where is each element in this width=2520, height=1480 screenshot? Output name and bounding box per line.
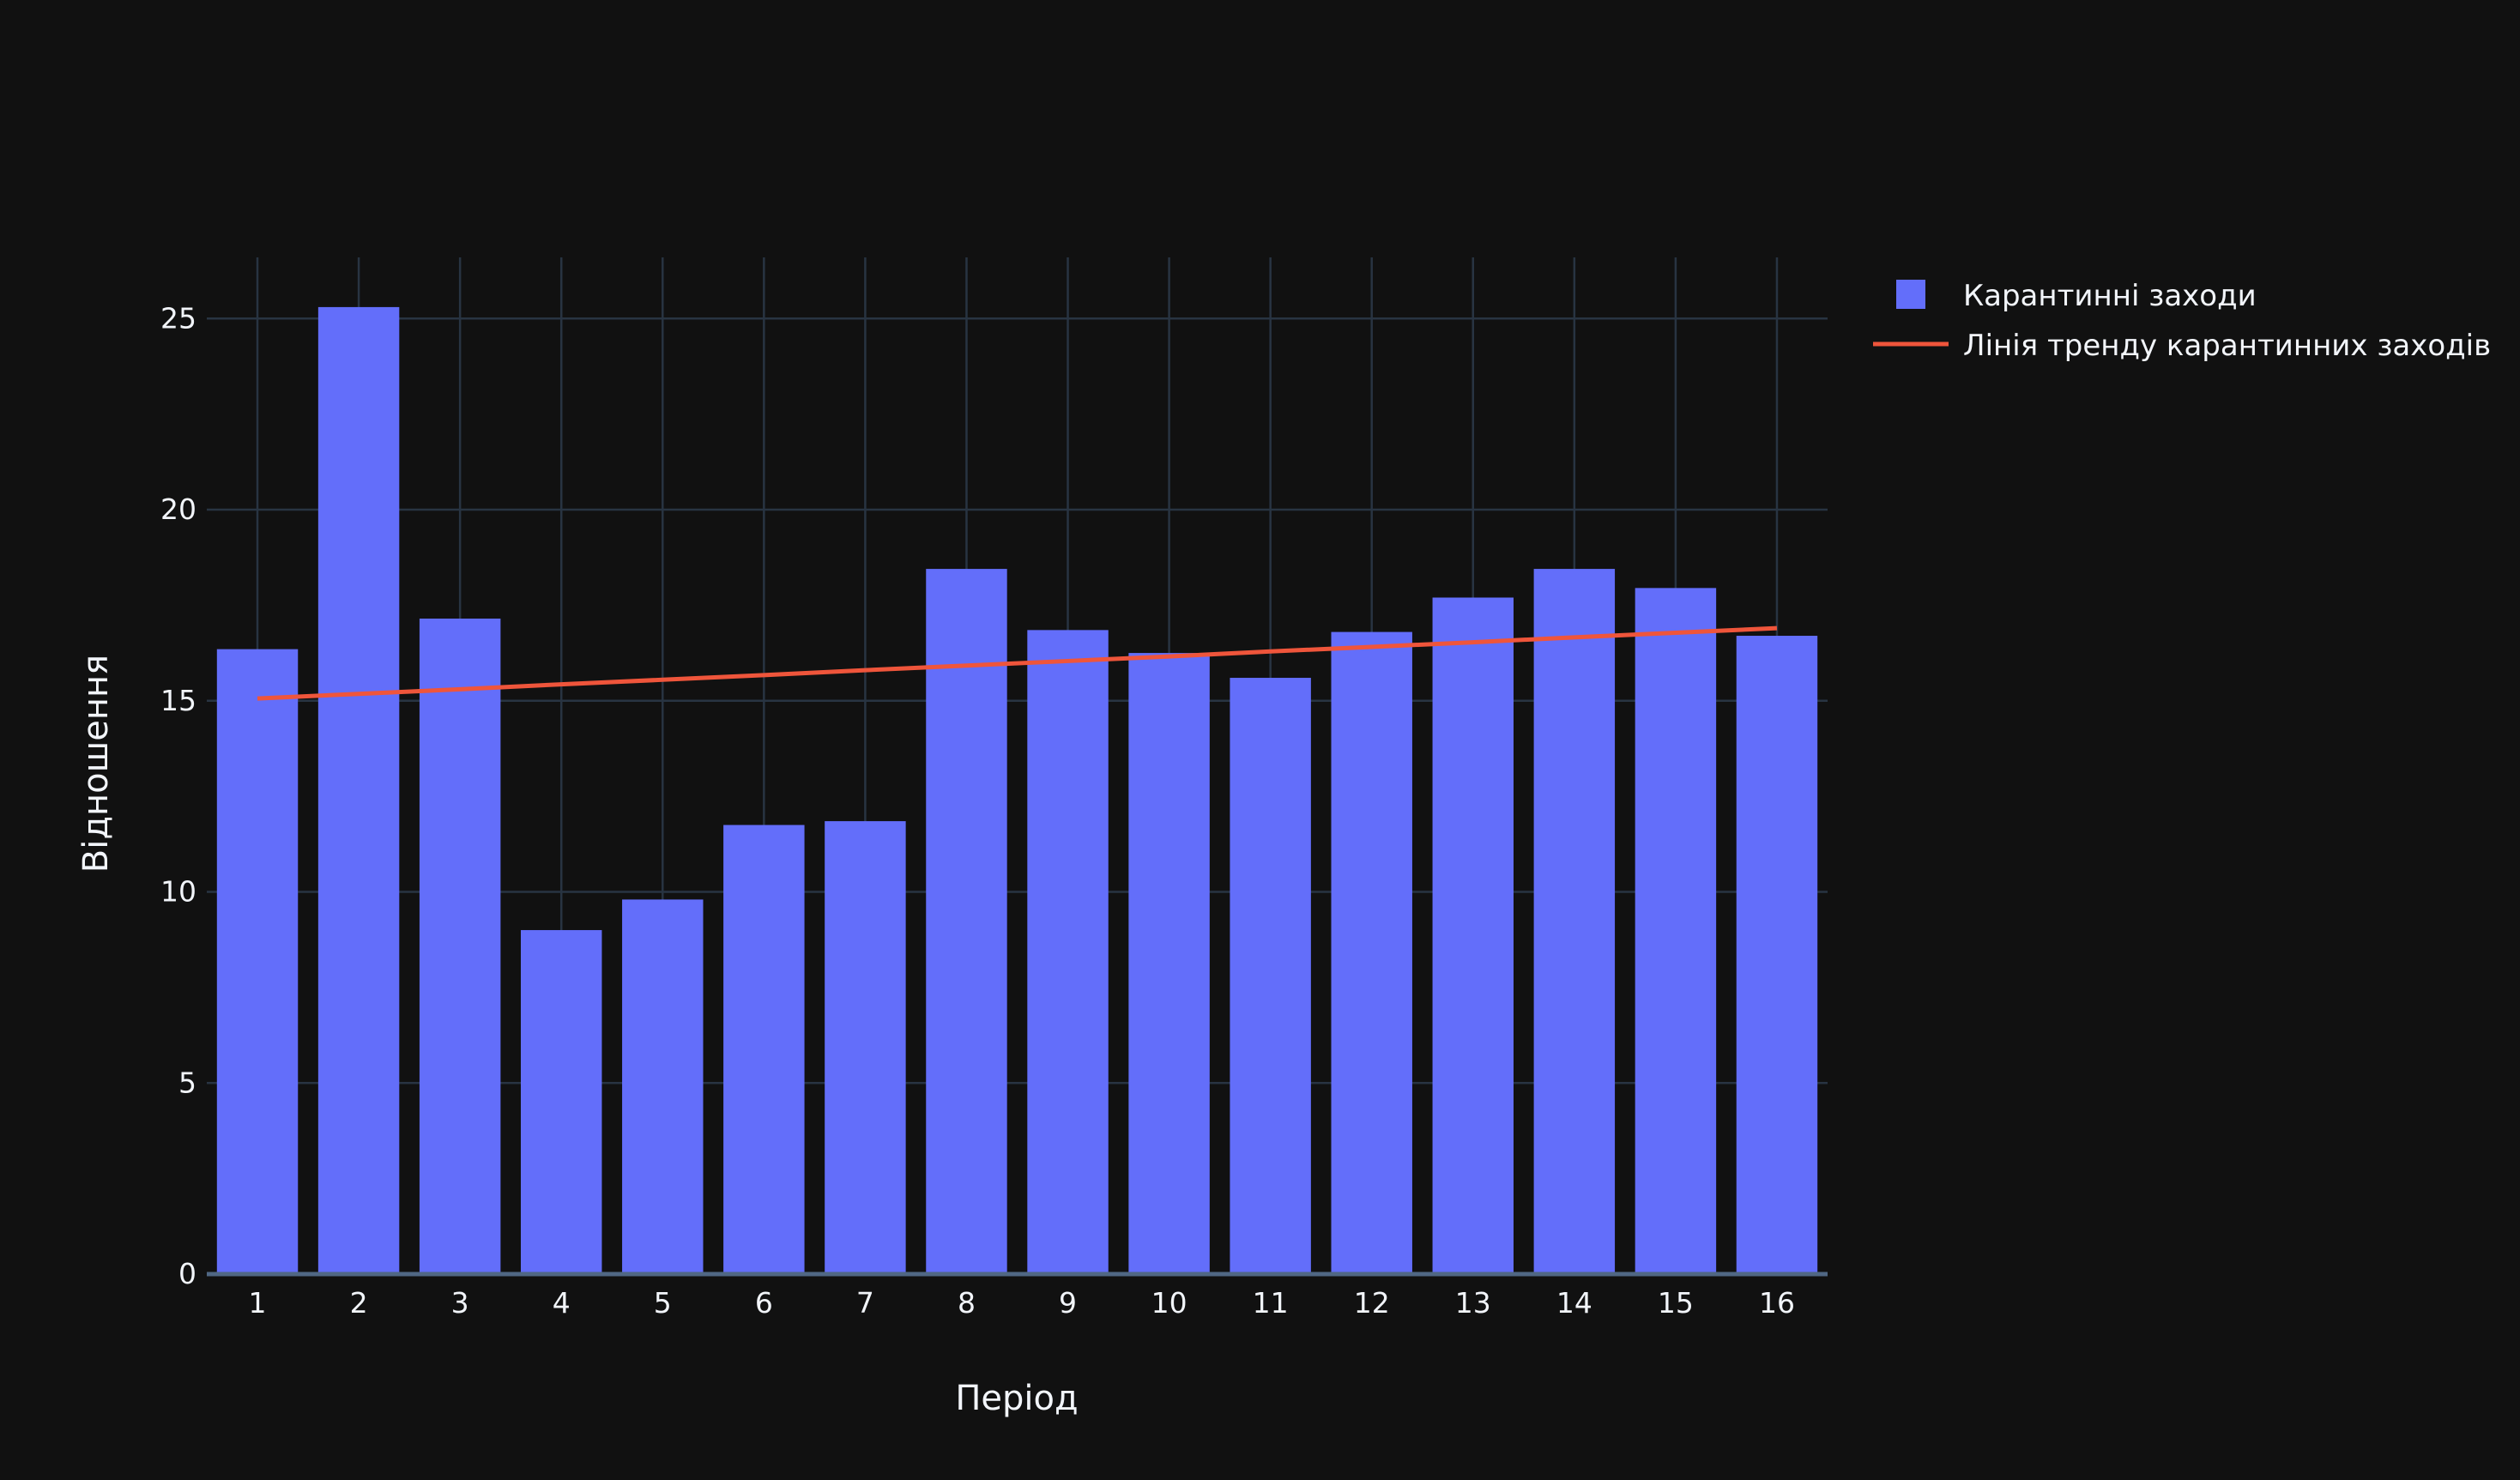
x-tick-label: 10	[1151, 1286, 1187, 1320]
legend-swatch-bars	[1896, 280, 1925, 309]
trend-line[interactable]	[257, 625, 1778, 701]
y-tick-label: 5	[178, 1066, 196, 1099]
bar[interactable]	[1533, 569, 1616, 1274]
x-tick-label: 15	[1658, 1286, 1694, 1320]
bar[interactable]	[825, 821, 906, 1274]
bar[interactable]	[520, 930, 602, 1274]
bar[interactable]	[723, 825, 805, 1274]
bar[interactable]	[1635, 588, 1717, 1274]
x-tick-label: 1	[249, 1286, 267, 1320]
trend-line-series	[257, 625, 1778, 701]
y-tick-label: 10	[160, 875, 196, 909]
legend-item-trend[interactable]: Лінія тренду карантинних заходів	[1873, 329, 2491, 363]
bar[interactable]	[216, 649, 299, 1274]
bar[interactable]	[1230, 678, 1311, 1274]
x-tick-label: 3	[451, 1286, 469, 1320]
bar-series	[216, 306, 1818, 1274]
legend-item-bars[interactable]: Карантинні заходи	[1896, 279, 2257, 313]
y-tick-label: 20	[160, 492, 196, 526]
x-tick-label: 12	[1354, 1286, 1390, 1320]
legend-label-bars: Карантинні заходи	[1963, 279, 2257, 313]
bar[interactable]	[419, 618, 501, 1274]
legend[interactable]: Карантинні заходи Лінія тренду карантинн…	[1873, 279, 2491, 363]
y-tick-label: 0	[178, 1257, 196, 1290]
x-tick-label: 5	[654, 1286, 672, 1320]
bar[interactable]	[926, 569, 1007, 1274]
bar[interactable]	[622, 899, 704, 1274]
x-tick-label: 11	[1253, 1286, 1289, 1320]
y-axis-title: Відношення	[76, 655, 116, 873]
x-tick-label: 16	[1759, 1286, 1795, 1320]
x-axis-title: Період	[955, 1379, 1078, 1418]
bar[interactable]	[1331, 631, 1412, 1274]
x-tick-label: 4	[553, 1286, 571, 1320]
bar[interactable]	[1128, 653, 1210, 1274]
x-tick-label: 7	[856, 1286, 874, 1320]
x-tick-label: 2	[350, 1286, 368, 1320]
legend-label-trend: Лінія тренду карантинних заходів	[1963, 329, 2491, 363]
x-tick-label: 9	[1059, 1286, 1077, 1320]
x-tick-label: 8	[958, 1286, 976, 1320]
bar[interactable]	[1736, 636, 1818, 1274]
y-tick-label: 25	[160, 301, 196, 335]
bar[interactable]	[1432, 597, 1514, 1274]
x-tick-label: 14	[1556, 1286, 1592, 1320]
bar[interactable]	[1027, 630, 1109, 1274]
x-tick-label: 13	[1455, 1286, 1491, 1320]
x-tick-label: 6	[755, 1286, 773, 1320]
y-tick-label: 15	[160, 684, 196, 717]
bar[interactable]	[317, 306, 400, 1274]
